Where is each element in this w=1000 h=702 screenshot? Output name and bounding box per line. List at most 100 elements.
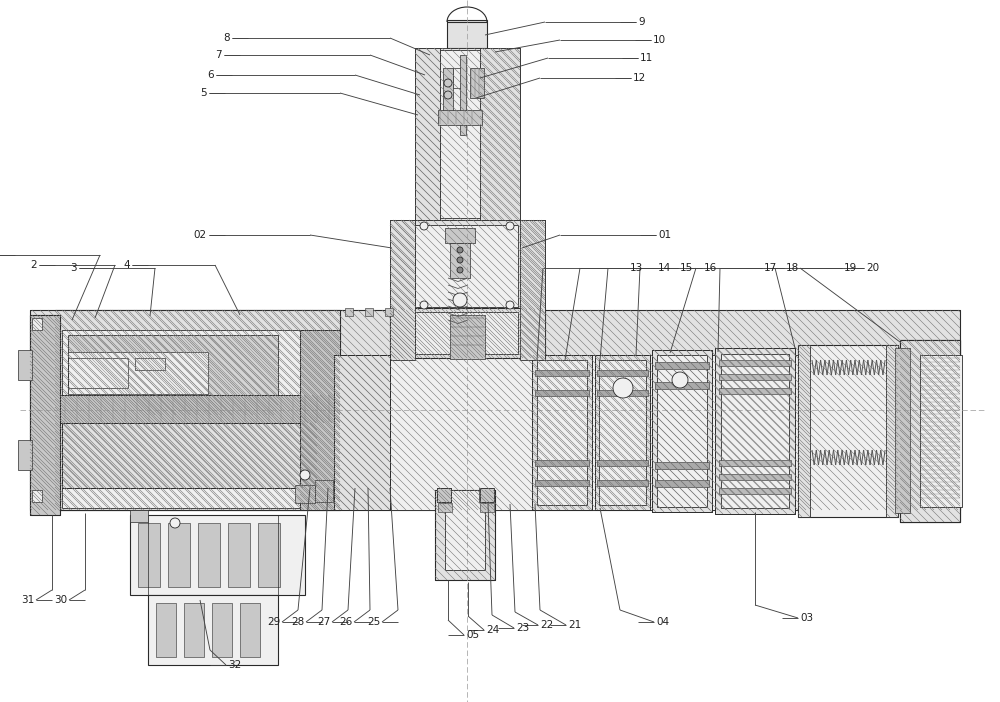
Text: 4: 4 bbox=[123, 260, 130, 270]
Text: 9: 9 bbox=[638, 17, 645, 27]
Circle shape bbox=[457, 257, 463, 263]
Bar bbox=[62, 423, 317, 488]
Bar bbox=[450, 315, 485, 359]
Bar bbox=[460, 55, 466, 135]
Bar bbox=[537, 360, 587, 505]
Bar bbox=[655, 462, 709, 469]
Text: 12: 12 bbox=[633, 73, 646, 83]
Bar bbox=[55, 310, 960, 510]
Bar bbox=[798, 345, 898, 517]
Bar bbox=[135, 358, 165, 370]
Bar bbox=[240, 603, 260, 657]
Text: 01: 01 bbox=[658, 230, 671, 240]
Bar bbox=[30, 315, 60, 515]
Bar bbox=[130, 510, 148, 522]
Circle shape bbox=[420, 222, 428, 230]
Bar bbox=[920, 355, 962, 507]
Bar bbox=[535, 370, 589, 376]
Circle shape bbox=[170, 518, 180, 528]
Bar bbox=[138, 523, 160, 587]
Bar bbox=[62, 423, 317, 488]
Circle shape bbox=[506, 301, 514, 309]
Bar bbox=[597, 460, 648, 466]
Bar bbox=[258, 523, 280, 587]
Bar bbox=[390, 220, 545, 310]
Bar bbox=[18, 350, 32, 380]
Bar bbox=[315, 480, 333, 502]
Bar bbox=[62, 423, 317, 488]
Bar bbox=[719, 374, 791, 380]
Bar bbox=[719, 474, 791, 480]
Bar bbox=[438, 503, 452, 512]
Bar bbox=[532, 355, 592, 510]
Bar bbox=[895, 348, 910, 513]
Bar bbox=[390, 220, 415, 310]
Bar bbox=[597, 370, 648, 376]
Bar bbox=[520, 220, 545, 360]
Text: 03: 03 bbox=[800, 613, 813, 623]
Bar bbox=[440, 50, 480, 218]
Bar bbox=[68, 352, 208, 394]
Circle shape bbox=[457, 267, 463, 273]
Bar bbox=[900, 340, 960, 522]
Text: 2: 2 bbox=[30, 260, 37, 270]
Text: 32: 32 bbox=[228, 660, 241, 670]
Text: 17: 17 bbox=[764, 263, 777, 273]
Bar bbox=[652, 350, 712, 512]
Circle shape bbox=[420, 301, 428, 309]
Bar bbox=[390, 308, 545, 358]
Text: 27: 27 bbox=[317, 617, 330, 627]
Bar bbox=[228, 523, 250, 587]
Bar bbox=[62, 330, 317, 508]
Bar bbox=[334, 355, 390, 510]
Circle shape bbox=[613, 378, 633, 398]
Bar bbox=[535, 480, 589, 486]
Bar bbox=[719, 460, 791, 466]
Bar bbox=[30, 310, 340, 510]
Bar bbox=[479, 488, 493, 502]
Text: 6: 6 bbox=[207, 70, 214, 80]
Bar bbox=[435, 490, 495, 580]
Text: 20: 20 bbox=[866, 263, 879, 273]
Bar bbox=[198, 523, 220, 587]
Circle shape bbox=[457, 247, 463, 253]
Bar bbox=[18, 440, 32, 470]
Bar bbox=[345, 308, 353, 316]
Bar bbox=[32, 318, 42, 330]
Bar bbox=[655, 480, 709, 487]
Bar bbox=[130, 515, 305, 595]
Bar bbox=[415, 312, 518, 354]
Bar bbox=[415, 48, 520, 220]
Bar bbox=[715, 348, 795, 514]
Text: 04: 04 bbox=[656, 617, 669, 627]
Bar bbox=[595, 355, 650, 510]
Bar bbox=[390, 220, 415, 360]
Bar bbox=[60, 395, 340, 423]
Bar bbox=[435, 490, 495, 580]
Bar bbox=[886, 345, 898, 517]
Bar bbox=[300, 330, 340, 510]
Bar bbox=[68, 358, 128, 388]
Circle shape bbox=[300, 470, 310, 480]
Circle shape bbox=[672, 372, 688, 388]
Bar bbox=[470, 68, 484, 98]
Text: 15: 15 bbox=[680, 263, 693, 273]
Bar bbox=[480, 503, 494, 512]
Bar bbox=[148, 515, 278, 595]
Bar bbox=[30, 315, 60, 515]
Bar bbox=[655, 382, 709, 389]
Text: 24: 24 bbox=[486, 625, 499, 635]
Bar bbox=[437, 488, 451, 502]
Bar bbox=[156, 603, 176, 657]
Bar bbox=[599, 360, 646, 505]
Text: 21: 21 bbox=[568, 620, 581, 630]
Text: 31: 31 bbox=[21, 595, 34, 605]
Text: 5: 5 bbox=[200, 88, 207, 98]
Bar bbox=[532, 355, 592, 510]
Text: 13: 13 bbox=[630, 263, 643, 273]
Bar bbox=[719, 388, 791, 394]
Bar bbox=[445, 228, 475, 243]
Bar bbox=[597, 390, 648, 396]
Text: 26: 26 bbox=[339, 617, 352, 627]
Bar bbox=[168, 523, 190, 587]
